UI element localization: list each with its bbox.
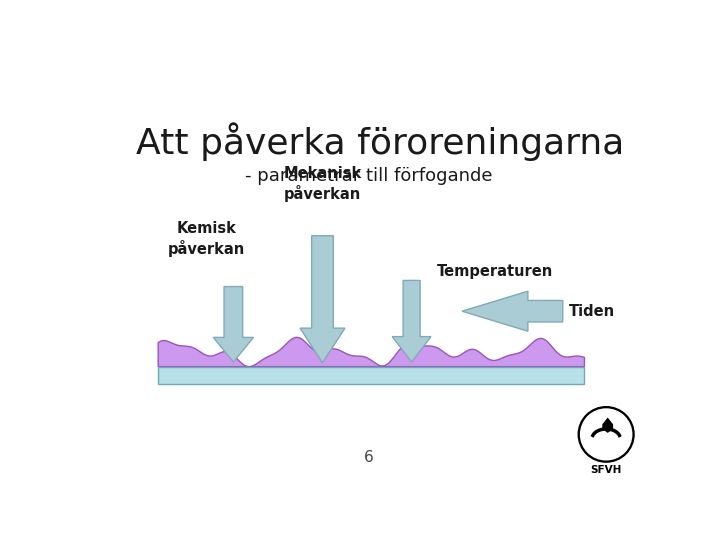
Polygon shape — [213, 287, 253, 362]
Text: Temperaturen: Temperaturen — [437, 264, 554, 279]
Text: SFVH: SFVH — [590, 465, 622, 475]
Text: 6: 6 — [364, 450, 374, 465]
Circle shape — [578, 407, 634, 462]
Polygon shape — [158, 338, 585, 367]
Text: - parametrar till förfogande: - parametrar till förfogande — [246, 167, 492, 185]
Text: Kemisk
påverkan: Kemisk påverkan — [168, 221, 245, 257]
Text: Att påverka föroreningarna: Att påverka föroreningarna — [137, 123, 625, 161]
Bar — [158, 367, 585, 383]
Polygon shape — [392, 280, 431, 362]
Text: Mekanisk
påverkan: Mekanisk påverkan — [284, 166, 361, 202]
Polygon shape — [300, 236, 345, 363]
Text: Tiden: Tiden — [569, 303, 615, 319]
Circle shape — [580, 409, 631, 460]
Polygon shape — [602, 417, 613, 433]
Polygon shape — [462, 291, 563, 331]
